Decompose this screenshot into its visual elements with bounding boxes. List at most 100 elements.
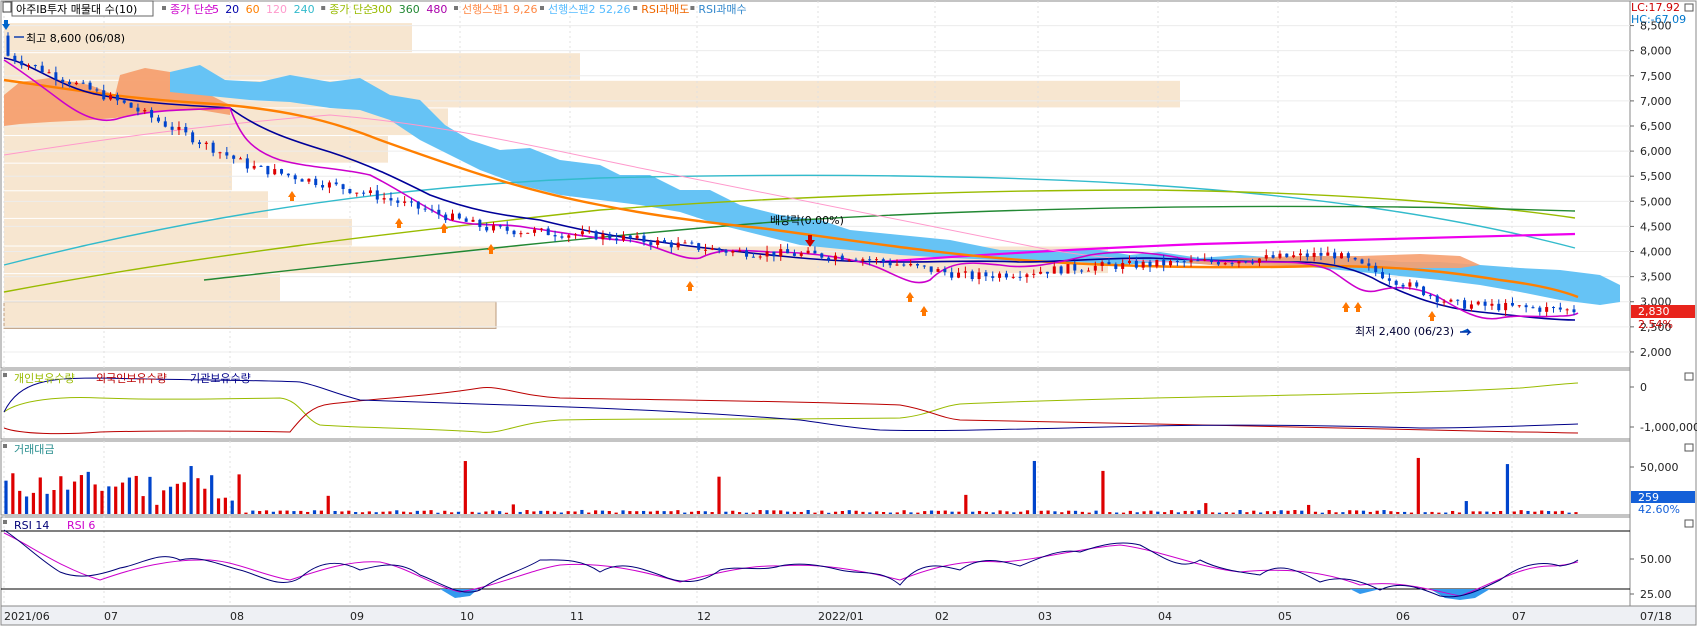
volume-bar [984, 511, 988, 514]
title-checkbox[interactable] [2, 1, 12, 13]
y-axis-area [1629, 0, 1697, 607]
price-panel-close[interactable] [1684, 3, 1694, 12]
volume-bar [840, 510, 845, 514]
candle-body [389, 198, 393, 201]
volume-bar [1307, 504, 1311, 514]
candle-body [1080, 270, 1084, 272]
volume-bar [1197, 510, 1201, 514]
candle-body [1558, 307, 1562, 310]
volume-bar [765, 510, 769, 514]
volume-bar [1204, 503, 1208, 514]
candle-body [998, 273, 1002, 278]
volume-bar [79, 475, 84, 514]
volume-bar [1156, 511, 1160, 514]
legend-bullet [321, 6, 326, 10]
volume-bar [696, 510, 701, 514]
volume-bar [525, 510, 529, 514]
candle-body [615, 238, 619, 241]
candle-body [1428, 295, 1432, 297]
candle-body [191, 132, 195, 143]
volume-bar [1567, 512, 1571, 514]
volume-panel-close[interactable] [1684, 443, 1694, 452]
volume-bar [271, 511, 275, 514]
volume-bar [648, 511, 653, 514]
volume-bar [203, 488, 207, 514]
volume-bar [4, 480, 8, 514]
candle-body [129, 102, 133, 108]
volume-bar [621, 510, 625, 514]
volume-bar [456, 511, 461, 514]
candle-body [1367, 263, 1371, 266]
candle-body [396, 200, 400, 203]
volume-bar [1286, 510, 1290, 514]
volume-bar [292, 511, 296, 514]
volume-bar [875, 511, 879, 514]
x-axis-label: 08 [230, 610, 244, 623]
candle-body [608, 233, 612, 239]
holders-legend-item: 외국인보유수량 [96, 372, 167, 385]
rsi-panel-close[interactable] [1684, 519, 1694, 528]
candle-body [334, 182, 338, 185]
rsi-panel[interactable] [0, 516, 1631, 607]
volume-bar [881, 512, 886, 514]
candle-body [1189, 260, 1193, 263]
candle-body [74, 82, 78, 85]
holders-panel-close[interactable] [1684, 372, 1694, 381]
low-marker-arrow [1460, 328, 1472, 336]
current-change: 2.54% [1638, 318, 1673, 331]
volume-bar [127, 477, 132, 514]
title-box[interactable] [11, 0, 154, 17]
candle-body [1483, 301, 1487, 306]
candle-body [409, 201, 413, 203]
candle-body [731, 250, 735, 253]
low-annotation: 최저 2,400 (06/23) [1355, 325, 1454, 338]
candle-body [1114, 264, 1118, 269]
ichimoku-label: 선행스팬2 52,26 [548, 3, 630, 16]
volume-bar [594, 510, 598, 514]
volume-panel[interactable] [0, 440, 1631, 516]
x-axis-label: 04 [1158, 610, 1172, 623]
holders-axis-label: 0 [1640, 381, 1647, 394]
candle-body [745, 250, 749, 257]
volume-bar [1444, 512, 1448, 514]
volume-bar [367, 511, 371, 514]
candle-body [553, 235, 557, 237]
candle-body [1469, 304, 1473, 309]
candle-body [1565, 309, 1569, 311]
volume-bar [779, 510, 783, 514]
candle-body [1155, 259, 1159, 267]
volume-bar [600, 510, 605, 514]
candle-body [963, 271, 967, 273]
volume-bar [1498, 510, 1503, 514]
x-axis-label: 07/18 [1640, 610, 1672, 623]
legend-bullet [3, 444, 7, 448]
volume-bar [1149, 510, 1153, 514]
volume-bar [155, 504, 159, 514]
candle-body [1305, 253, 1309, 257]
candle-body [909, 263, 913, 266]
candle-body [1524, 305, 1528, 308]
volume-bar [1176, 512, 1180, 514]
candle-body [184, 126, 188, 133]
volume-bar [1108, 512, 1112, 514]
candle-body [847, 259, 851, 261]
candle-body [68, 81, 72, 85]
volume-bar [820, 510, 824, 514]
current-price-box [1631, 305, 1695, 318]
candle-body [662, 240, 666, 243]
volume-profile-bar [4, 274, 280, 301]
volume-bar [532, 511, 536, 514]
volume-bar [422, 510, 426, 514]
candle-body [806, 250, 810, 254]
price-candles [6, 32, 1576, 317]
volume-bar [1265, 511, 1270, 514]
candle-body [560, 236, 564, 238]
candle-body [1538, 307, 1542, 312]
candle-body [1134, 260, 1138, 268]
volume-value-box [1631, 491, 1695, 503]
volume-bar [1046, 510, 1050, 514]
candle-body [779, 249, 783, 257]
volume-bar [628, 511, 632, 514]
